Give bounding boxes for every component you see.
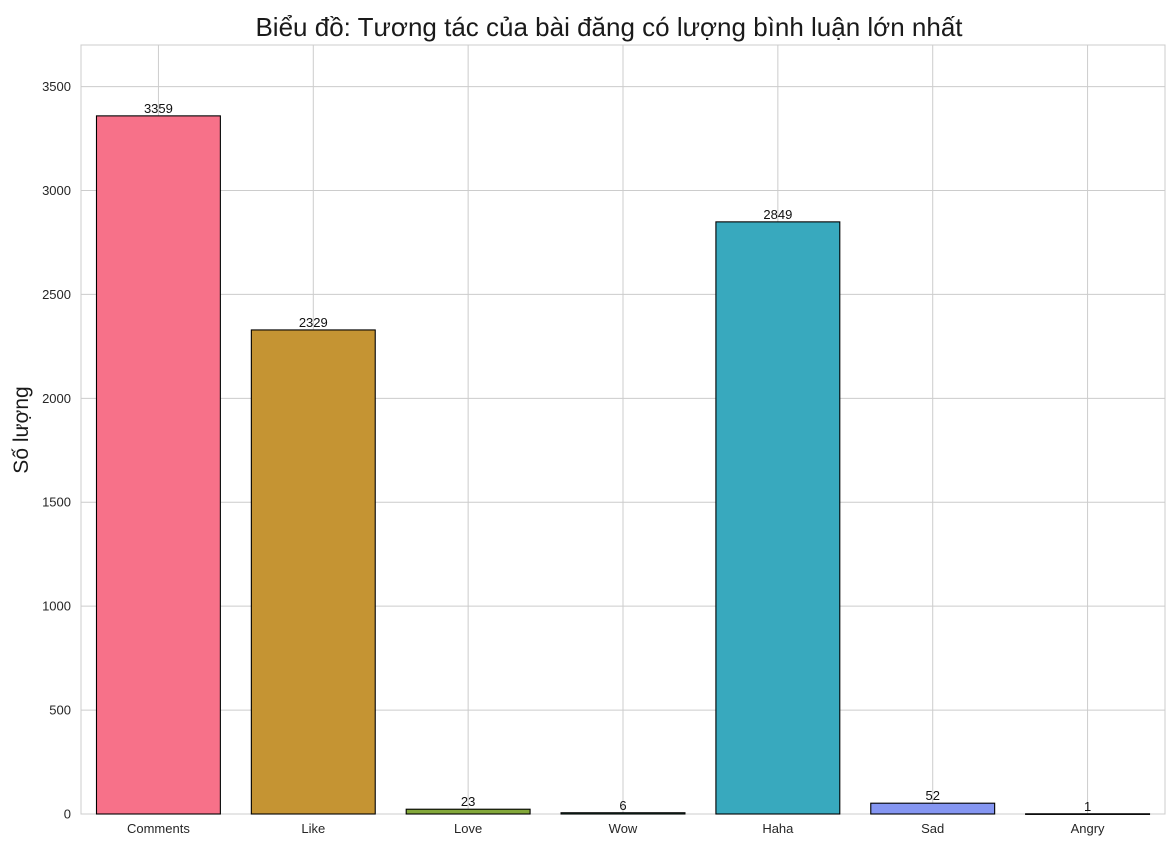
bar-angry <box>1025 813 1151 815</box>
bar-love <box>405 808 531 815</box>
x-tick-label: Haha <box>762 821 794 836</box>
x-tick-label: Comments <box>127 821 190 836</box>
data-label: 23 <box>461 794 475 809</box>
y-tick-label: 2500 <box>42 287 71 302</box>
x-tick-label: Sad <box>921 821 944 836</box>
data-label: 2849 <box>763 207 792 222</box>
bar-wow <box>560 812 686 815</box>
y-tick-label: 1500 <box>42 495 71 510</box>
y-tick-label: 1000 <box>42 599 71 614</box>
x-tick-label: Wow <box>609 821 638 836</box>
y-axis-label: Số lượng <box>10 386 33 473</box>
plot-area: 0 500 1000 1500 2000 2500 3000 3500 3359 Comments… <box>42 44 1166 836</box>
x-tick-label: Like <box>301 821 325 836</box>
bar-sad <box>870 802 996 815</box>
data-label: 2329 <box>299 315 328 330</box>
data-label: 52 <box>925 788 939 803</box>
y-tick-label: 0 <box>64 807 71 822</box>
chart-title: Biểu đồ: Tương tác của bài đăng có lượng… <box>255 12 963 42</box>
data-label: 3359 <box>144 101 173 116</box>
x-tick-label: Angry <box>1071 821 1105 836</box>
bar-haha <box>715 221 841 815</box>
y-tick-label: 3000 <box>42 183 71 198</box>
data-label: 6 <box>619 798 626 813</box>
y-tick-label: 500 <box>49 703 71 718</box>
y-tick-label: 3500 <box>42 79 71 94</box>
x-tick-label: Love <box>454 821 482 836</box>
y-tick-label: 2000 <box>42 391 71 406</box>
data-label: 1 <box>1084 799 1091 814</box>
bar-comments <box>95 115 221 815</box>
bar-like <box>250 329 376 815</box>
